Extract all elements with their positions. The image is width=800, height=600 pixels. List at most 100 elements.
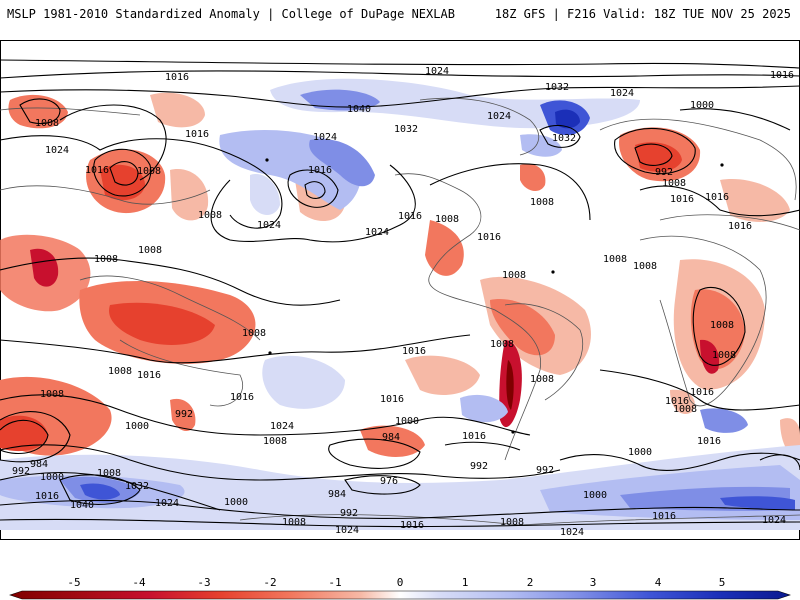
isobar-label: 1008 (108, 366, 132, 377)
isobar-label: 1000 (125, 421, 149, 432)
isobar-label: 1016 (728, 221, 752, 232)
isobar-label: 1016 (380, 394, 404, 405)
isobar-label: 1000 (224, 497, 248, 508)
isobar-label: 1016 (35, 491, 59, 502)
isobar-label: 1024 (270, 421, 294, 432)
isobar-label: 992 (340, 508, 358, 519)
colorbar-tick-label: 2 (527, 576, 534, 589)
isobar-label: 1008 (263, 436, 287, 447)
isobar-label: 1008 (198, 210, 222, 221)
isobar-label: 1040 (347, 104, 371, 115)
positive-anomaly-shading (0, 78, 800, 530)
isobar-label: 1008 (138, 245, 162, 256)
isobar-label: 1032 (394, 124, 418, 135)
isobar-label: 976 (380, 476, 398, 487)
header: MSLP 1981-2010 Standardized Anomaly | Co… (0, 0, 800, 30)
colorbar-ramp (9, 590, 791, 600)
isobar-label: 984 (328, 489, 346, 500)
pressure-center-markers (265, 158, 724, 434)
isobar-label: 1008 (662, 178, 686, 189)
isobar-label: 1024 (313, 132, 337, 143)
isobar-label: 1024 (425, 66, 449, 77)
isobar-label: 1032 (125, 481, 149, 492)
map-title: MSLP 1981-2010 Standardized Anomaly | Co… (7, 7, 455, 21)
isobar-label: 1016 (697, 436, 721, 447)
anomaly-map: 1016 1024 1032 1024 1016 1008 1016 1024 … (0, 40, 800, 540)
isobar-label: 1000 (628, 447, 652, 458)
isobar-label: 1008 (490, 339, 514, 350)
colorbar-tick-label: -5 (67, 576, 80, 589)
colorbar-tick-label: -1 (328, 576, 341, 589)
isobar-label: 1016 (402, 346, 426, 357)
isobar-label: 1008 (435, 214, 459, 225)
isobar-label: 1000 (583, 490, 607, 501)
isobar-label: 1016 (165, 72, 189, 83)
isobar-label: 1008 (94, 254, 118, 265)
colorbar-tick-label: 1 (462, 576, 469, 589)
isobar-label: 1024 (257, 220, 281, 231)
isobar-label: 1016 (705, 192, 729, 203)
isobar-label: 1008 (710, 320, 734, 331)
isobar-label: 1008 (673, 404, 697, 415)
isobar-label: 1000 (395, 416, 419, 427)
isobar-label: 1008 (530, 374, 554, 385)
colorbar-tick-label: -4 (132, 576, 146, 589)
isobar-label: 1016 (185, 129, 209, 140)
isobar-label: 1016 (400, 520, 424, 531)
isobar-label: 1024 (155, 498, 179, 509)
isobar-label: 1008 (712, 350, 736, 361)
colorbar-tick-label: -3 (197, 576, 210, 589)
isobar-label: 992 (12, 466, 30, 477)
isobar-label: 1000 (40, 472, 64, 483)
valid-time-label: 18Z GFS | F216 Valid: 18Z TUE NOV 25 202… (494, 7, 791, 21)
isobar-label: 1008 (97, 468, 121, 479)
isobar-label: 1016 (670, 194, 694, 205)
isobar-label: 1016 (85, 165, 109, 176)
isobar-label: 1024 (45, 145, 69, 156)
isobar-label: 984 (30, 459, 48, 470)
coastlines (0, 97, 800, 526)
isobar-label: 1008 (282, 517, 306, 528)
negative-anomaly-shading (0, 92, 800, 460)
isobar-label: 1008 (502, 270, 526, 281)
isobar-label: 1024 (335, 525, 359, 536)
isobar-label: 1008 (242, 328, 266, 339)
isobar-label: 1032 (552, 133, 576, 144)
isobar-label: 1016 (690, 387, 714, 398)
isobar-label: 1024 (487, 111, 511, 122)
colorbar-tick-label: 0 (397, 576, 404, 589)
isobar-contours (0, 59, 800, 528)
isobar-label: 1008 (633, 261, 657, 272)
anomaly-colorbar: -5 -4 -3 -2 -1 0 1 2 3 4 5 (9, 576, 791, 600)
colorbar-tick-label: -2 (263, 576, 276, 589)
isobar-label: 1032 (545, 82, 569, 93)
colorbar-tick-label: 4 (655, 576, 662, 589)
isobar-label: 984 (382, 432, 400, 443)
isobar-label: 1008 (603, 254, 627, 265)
isobar-label: 1016 (398, 211, 422, 222)
isobar-label: 1024 (365, 227, 389, 238)
isobar-label: 1008 (40, 389, 64, 400)
colorbar-tick-label: 5 (719, 576, 726, 589)
isobar-label: 992 (175, 409, 193, 420)
isobar-label: 1008 (35, 118, 59, 129)
isobar-label: 1024 (610, 88, 634, 99)
isobar-label: 1016 (770, 70, 794, 81)
isobar-label: 1016 (308, 165, 332, 176)
isobar-label: 1016 (230, 392, 254, 403)
isobar-label: 1008 (530, 197, 554, 208)
isobar-labels: 1016 1024 1032 1024 1016 1008 1016 1024 … (12, 66, 794, 538)
colorbar-tick-label: 3 (590, 576, 597, 589)
isobar-label: 1000 (690, 100, 714, 111)
isobar-label: 1008 (500, 517, 524, 528)
isobar-label: 992 (536, 465, 554, 476)
isobar-label: 1016 (462, 431, 486, 442)
isobar-label: 1008 (137, 166, 161, 177)
isobar-label: 992 (655, 167, 673, 178)
isobar-label: 1024 (560, 527, 584, 538)
isobar-label: 1016 (652, 511, 676, 522)
isobar-label: 1016 (665, 396, 689, 407)
colorbar-ticks: -5 -4 -3 -2 -1 0 1 2 3 4 5 (67, 576, 725, 589)
isobar-label: 992 (470, 461, 488, 472)
isobar-label: 1016 (477, 232, 501, 243)
